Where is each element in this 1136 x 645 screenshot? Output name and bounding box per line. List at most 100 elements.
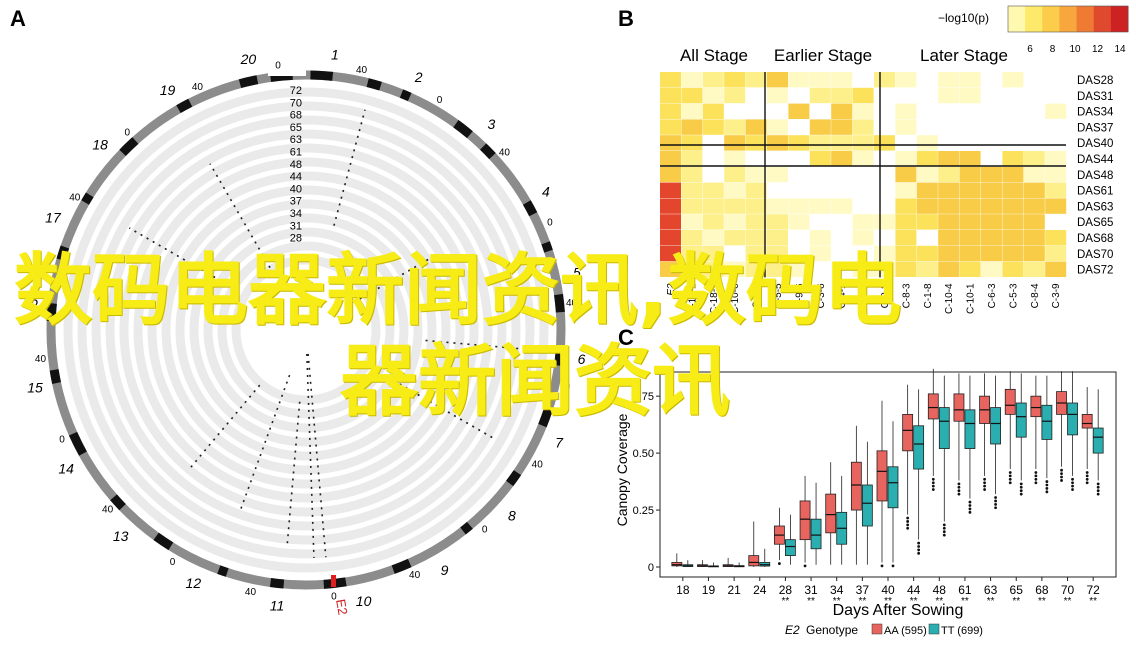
outlier [1085,474,1089,478]
heatmap-cell [1002,72,1024,88]
heatmap-cell [852,230,874,246]
band-segment [522,200,538,217]
heatmap-cell [938,261,960,277]
ring-label: 37 [290,196,302,208]
outlier [1071,477,1074,481]
heatmap-cell [916,103,938,119]
colorbar-tick: 14 [1114,44,1126,55]
sector-tick: 0 [547,217,553,228]
ring-label: 40 [290,183,302,195]
heatmap-cell [809,182,831,198]
heatmap-cell [852,166,874,183]
heatmap-cell [1023,198,1045,214]
heatmap-cell [681,87,703,104]
ring-label: 70 [290,97,302,109]
colorbar-cell [1076,6,1095,32]
heatmap-cell [916,135,938,151]
heatmap-cell [809,135,831,151]
heatmap-cell [724,182,746,198]
box [1081,413,1093,429]
heatmap-cell [852,72,874,88]
heatmap-cell [660,198,681,214]
box [876,450,888,502]
x-tick-label: 19 [702,583,716,597]
radial-marks [286,401,301,546]
sector-label: 17 [45,209,62,225]
sector-tick: 40 [102,505,114,516]
band-segment [538,407,553,428]
heatmap-cell [1002,135,1024,151]
heatmap-cell [874,119,895,135]
sector-label: 10 [356,593,372,609]
sector-tick: 40 [532,460,544,471]
radial-marks [333,109,366,226]
row-label: DAS65 [1077,217,1113,229]
outlier [942,533,946,537]
heatmap-cell [831,87,853,104]
heatmap-cell [895,119,917,135]
sector-tick: 0 [125,128,131,139]
heatmap-cell [702,72,724,88]
box [990,407,1001,445]
heatmap-cell [767,87,788,104]
outlier [1085,477,1089,481]
heatmap-cell [809,87,831,104]
heatmap-cell [767,166,788,183]
heatmap-cell [724,103,746,119]
heatmap-cell [895,87,917,104]
stage-header: All Stage [680,46,748,65]
row-label: DAS48 [1077,170,1113,182]
sector-label: 13 [113,528,129,544]
heatmap-cell [660,87,681,104]
significance-mark: ** [961,596,969,607]
box [953,393,965,422]
heatmap-cell [702,103,724,119]
outlier [1096,489,1100,493]
outlier [931,488,935,491]
sector-label: 19 [160,82,176,98]
box [1092,427,1104,454]
heatmap-cell [1002,103,1024,119]
box [799,500,811,541]
heatmap-cell [724,230,746,246]
sector-label: 15 [27,380,43,396]
heatmap-cell [745,151,767,167]
ring [119,143,493,517]
heatmap-cell [788,182,810,198]
heatmap-cell [1045,214,1067,230]
heatmap-cell [1045,87,1067,104]
outlier [803,564,807,568]
heatmap-cell [916,72,938,88]
heatmap-cell [981,214,1002,230]
box [1004,388,1016,415]
outlier [1008,481,1012,485]
heatmap-cell [745,198,767,214]
sector-tick: 40 [499,147,511,158]
heatmap-cell [809,245,831,262]
heatmap-cell [959,135,981,151]
heatmap-cell [981,245,1002,262]
significance-mark: ** [1038,596,1046,607]
y-axis-title: Canopy Coverage [614,413,630,526]
ring [203,227,409,433]
outlier [942,530,946,534]
heatmap-cell [660,151,681,167]
heatmap-cell [831,214,853,230]
heatmap-cell [981,72,1002,88]
band-segment [506,470,522,487]
heatmap-cell [767,182,788,198]
x-tick-label: 63 [984,583,998,597]
outlier [994,502,997,506]
legend-genotype-word: Genotype [806,623,858,637]
colorbar-tick: 8 [1050,44,1056,55]
sector-label: 8 [508,507,516,523]
x-tick-label: 21 [727,583,741,597]
significance-mark: ** [1089,596,1097,607]
heatmap-cell [1045,151,1067,167]
row-label: DAS72 [1077,265,1113,277]
heatmap-cell [938,72,960,88]
outlier [1019,489,1023,493]
e2-marker [331,575,336,587]
heatmap-cell [916,214,938,230]
